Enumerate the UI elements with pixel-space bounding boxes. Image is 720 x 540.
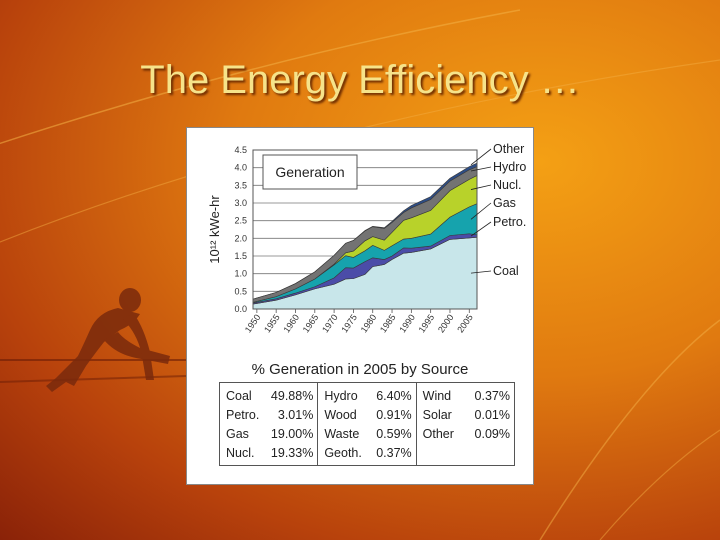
plot-frame [252, 149, 478, 310]
y-tick-label: 0.0 [234, 304, 247, 314]
y-tick-label: 2.5 [234, 216, 247, 226]
table-column: Wind 0.37% Solar 0.01% Other 0.09% [417, 383, 514, 465]
source-percent: 0.91% [376, 408, 412, 422]
source-percent: 19.33% [270, 446, 314, 460]
source-percent: 19.00% [270, 427, 314, 441]
legend-leader [470, 202, 492, 220]
table-row: Gas 19.00% [226, 425, 313, 444]
legend-leader [470, 184, 492, 190]
x-tick-label: 1955 [262, 312, 282, 334]
source-name: Nucl. [226, 446, 255, 460]
slide-title: The Energy Efficiency … [140, 58, 580, 102]
source-name: Wood [324, 408, 357, 422]
source-name: Wind [422, 389, 452, 403]
y-tick-label: 1.5 [234, 251, 247, 261]
generation-title-box [262, 154, 358, 190]
y-tick-label: 4.5 [234, 145, 247, 155]
legend-label: Other [493, 142, 524, 156]
x-tick-label: 2005 [455, 312, 475, 334]
table-row: Waste 0.59% [324, 425, 411, 444]
source-name: Coal [226, 389, 252, 403]
sprinter-silhouette-image [46, 288, 170, 392]
table-title: % Generation in 2005 by Source [251, 361, 469, 378]
source-name: Geoth. [324, 446, 362, 460]
table-row: Nucl. 19.33% [226, 444, 313, 463]
legend-label: Coal [493, 264, 519, 278]
legend-leader [470, 148, 492, 166]
x-tick-label: 1950 [243, 312, 263, 334]
source-percent: 0.59% [376, 427, 412, 441]
source-percent: 3.01% [277, 408, 314, 422]
source-percent: 0.37% [474, 389, 510, 403]
y-tick-label: 4.0 [234, 163, 247, 173]
figure-panel: 0.0 0.5 1.0 1.5 2.0 2.5 3.0 3.5 4.0 4.5 1950 1955 19… [186, 127, 534, 485]
x-tick-label: 1985 [378, 312, 398, 334]
y-tick-label: 3.0 [234, 198, 247, 208]
table-row: Geoth. 0.37% [324, 444, 411, 463]
table-row: Hydro 6.40% [324, 387, 411, 406]
table-row: Wind 0.37% [423, 387, 510, 406]
y-tick-label: 1.0 [234, 269, 247, 279]
source-percent: 0.09% [474, 427, 510, 441]
source-percent: 0.01% [474, 408, 510, 422]
x-tick-label: 1980 [359, 312, 379, 334]
x-tick-label: 1995 [417, 312, 437, 334]
source-percent: 6.40% [376, 389, 412, 403]
legend-leader [470, 270, 492, 274]
percent-generation-table: Coal 49.88% Petro. 3.01% Gas 19.00% Nucl. 19.33… [219, 382, 515, 466]
source-name: Solar [422, 408, 452, 422]
x-tick-label: 1990 [397, 312, 417, 334]
legend-label: Hydro [493, 160, 526, 174]
y-tick-label: 2.0 [234, 233, 247, 243]
y-axis-label: 10¹² kWe-hr [207, 195, 222, 264]
table-row: Other 0.09% [423, 425, 510, 444]
source-percent: 0.37% [376, 446, 412, 460]
legend-label: Petro. [493, 215, 526, 229]
table-row: Coal 49.88% [226, 387, 313, 406]
table-row: Solar 0.01% [423, 406, 510, 425]
y-tick-label: 0.5 [234, 286, 247, 296]
table-row: Petro. 3.01% [226, 406, 313, 425]
legend-leader [470, 166, 492, 172]
legend-label: Nucl. [493, 178, 521, 192]
legend-label: Gas [493, 196, 516, 210]
source-percent: 49.88% [270, 389, 314, 403]
source-name: Waste [324, 427, 360, 441]
source-name: Petro. [226, 408, 260, 422]
chart-title: Generation [275, 164, 344, 180]
y-tick-label: 3.5 [234, 180, 247, 190]
source-name: Other [422, 427, 454, 441]
source-name: Gas [226, 427, 249, 441]
table-column: Coal 49.88% Petro. 3.01% Gas 19.00% Nucl. 19.33… [220, 383, 319, 465]
table-row: Wood 0.91% [324, 406, 411, 425]
x-tick-label: 1960 [281, 312, 301, 334]
legend-leader [470, 221, 492, 237]
x-tick-label: 1975 [339, 312, 359, 334]
source-name: Hydro [324, 389, 358, 403]
table-column: Hydro 6.40% Wood 0.91% Waste 0.59% Geoth. 0.37% [318, 383, 417, 465]
x-tick-label: 1970 [320, 312, 340, 334]
x-tick-label: 1965 [301, 312, 321, 334]
x-tick-label: 2000 [436, 312, 456, 334]
